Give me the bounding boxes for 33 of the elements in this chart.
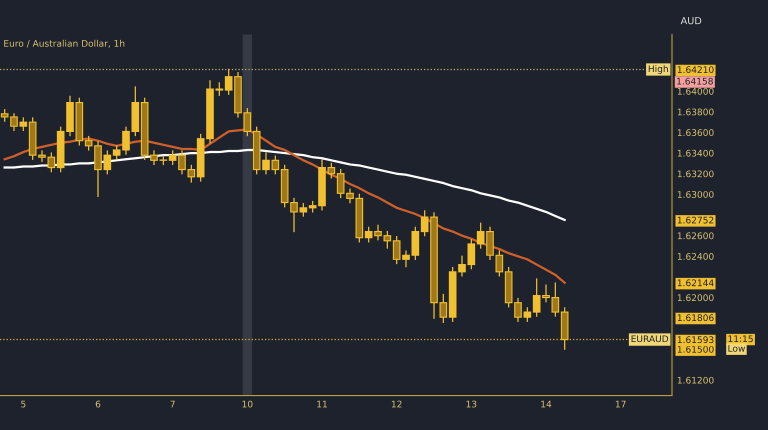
y-tick-label: 1.61593 [678,336,714,344]
text: Low [728,345,745,352]
y-tick-label: 1.62752 [678,216,714,224]
y-tick-label: 1.63200 [678,170,714,178]
x-tick-label: 6 [96,400,100,408]
x-tick-label: 10 [242,400,252,408]
y-axis-title: AUD [680,17,702,24]
y-tick-label: 1.61200 [678,376,714,384]
ref-line-label: High [648,65,668,74]
y-tick-label: 1.62000 [678,294,714,302]
x-tick-label: 13 [466,400,476,408]
y-tick-label: 1.61806 [678,314,714,322]
y-tick-label: 1.63600 [678,129,714,136]
text: Euro / Australian Dollar, 1h [4,40,124,48]
x-tick-label: 14 [541,400,552,408]
y-tick-label: 1.62144 [678,279,714,286]
ref-line-label: EURAUD [632,335,668,342]
y-tick-label: 1.63400 [678,150,714,157]
y-tick-label: 1.62600 [678,232,714,240]
y-tick-label: 1.63800 [678,108,714,116]
y-tick-label: 1.61500 [678,346,714,353]
line-series [4,148,566,222]
y-tick-label: 1.62400 [678,253,714,260]
y-tick-label: 1.64000 [678,88,714,95]
x-tick-label: 17 [616,400,626,408]
y-tick-label: 1.63000 [678,191,714,198]
y-tick-label: 1.64210 [678,66,714,74]
x-tick-label: 11 [317,400,327,408]
x-tick-label: 12 [392,400,402,408]
text: 1.64158 [677,78,713,85]
x-tick-label: 5 [21,400,26,408]
x-tick-label: 7 [170,400,175,408]
text: 11:15 [728,335,753,342]
